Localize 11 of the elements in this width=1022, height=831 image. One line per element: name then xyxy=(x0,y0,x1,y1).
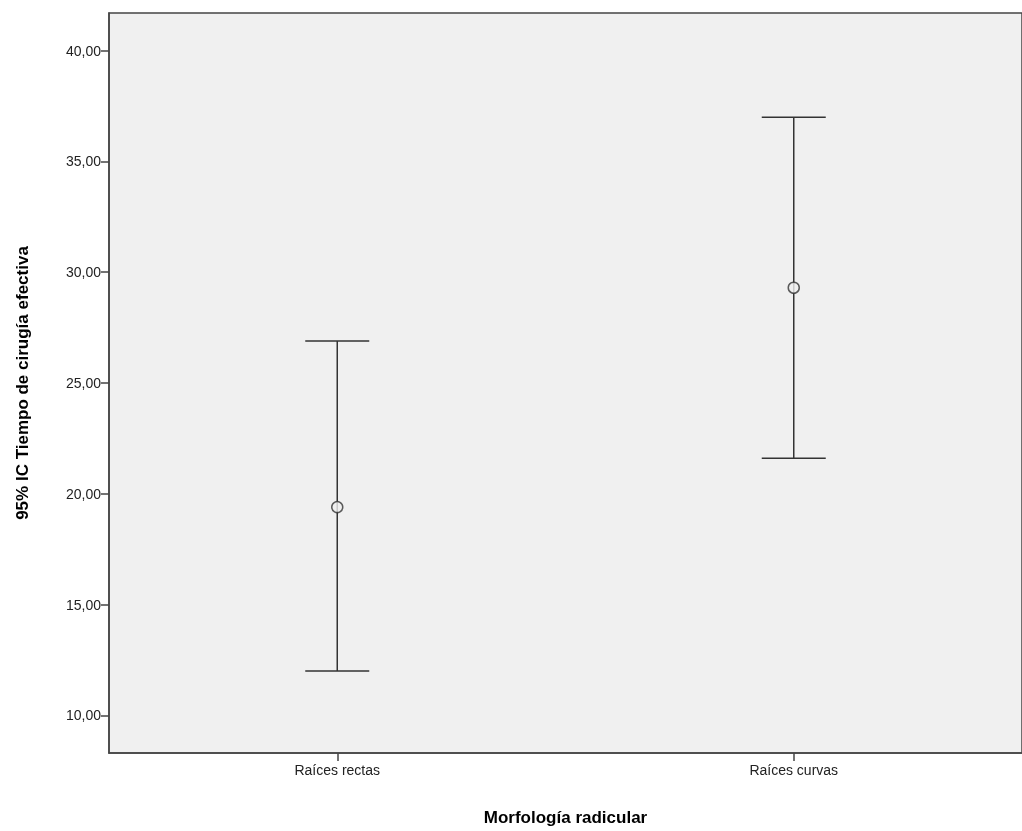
x-axis-title: Morfología radicular xyxy=(483,808,648,827)
y-tick-label: 20,00 xyxy=(65,485,102,502)
y-tick-label: 35,00 xyxy=(65,153,102,170)
y-tick-label: 40,00 xyxy=(65,42,102,59)
y-tick-label: 30,00 xyxy=(65,264,102,281)
y-axis-title: 95% IC Tiempo de cirugía efectiva xyxy=(13,245,32,520)
y-tick-label: 10,00 xyxy=(65,707,102,724)
x-tick-label: Raíces rectas xyxy=(294,762,381,778)
y-tick-label: 25,00 xyxy=(65,375,102,391)
y-tick-label: 15,00 xyxy=(65,596,102,613)
x-tick-label: Raíces curvas xyxy=(749,762,839,778)
